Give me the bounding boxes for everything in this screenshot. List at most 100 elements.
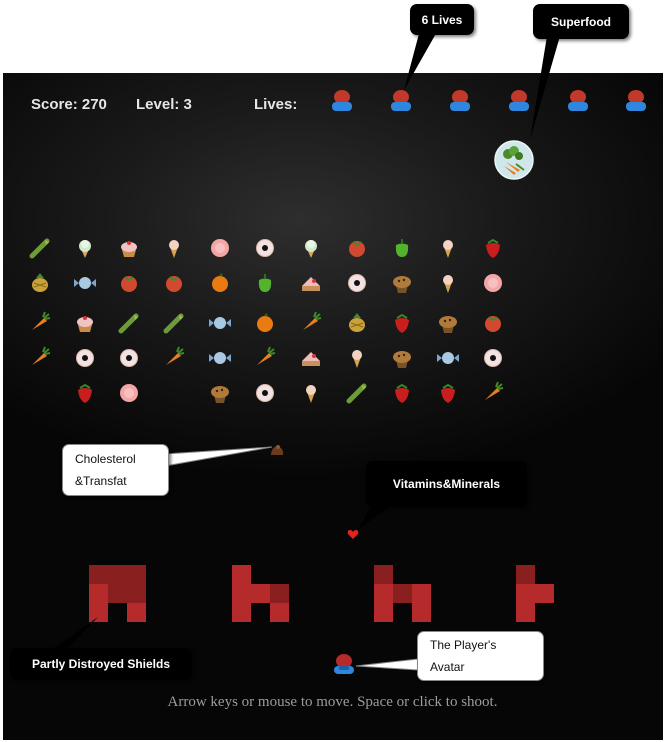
level-label: Level: 3: [136, 96, 192, 113]
score-label: Score: 270: [31, 96, 107, 113]
life-icon: [565, 88, 591, 114]
life-icon: [388, 88, 414, 114]
shield-block: [270, 603, 289, 622]
shield-block: [412, 584, 431, 603]
shield-block: [516, 584, 535, 603]
enemy-pineapple: [29, 272, 51, 294]
enemy-pepper: [391, 237, 413, 259]
enemy-cake: [300, 347, 322, 369]
enemy-asparagus: [29, 237, 51, 259]
vitamins-callout-label: Vitamins&Minerals: [366, 461, 527, 507]
superfood-callout-label: Superfood: [533, 4, 629, 39]
life-icon: [447, 88, 473, 114]
enemy-cupcake: [74, 312, 96, 334]
enemy-strawberry: [482, 237, 504, 259]
enemy-candy: [209, 347, 231, 369]
enemy-cone: [300, 382, 322, 404]
enemy-bun: [482, 272, 504, 294]
enemy-carrot: [29, 311, 51, 334]
life-icon: [506, 88, 532, 114]
shield-block: [251, 584, 270, 603]
shield-block: [127, 603, 146, 622]
enemy-strawberry: [391, 312, 413, 334]
enemy-donut: [482, 347, 504, 369]
shield-block: [89, 584, 108, 603]
enemy-cone: [437, 272, 459, 294]
player-callout-line2: Avatar: [430, 660, 465, 674]
enemy-asparagus: [163, 312, 185, 334]
enemy-tomato: [346, 237, 368, 259]
enemy-icecream: [74, 237, 96, 259]
lives-label: Lives:: [254, 96, 298, 113]
shield-block: [412, 603, 431, 622]
enemy-orange: [254, 312, 276, 334]
cholesterol-callout-line1: Cholesterol: [75, 452, 136, 466]
enemy-muffin: [391, 347, 413, 369]
cholesterol-callout-box: Cholesterol &Transfat: [62, 444, 169, 496]
shield-block: [232, 603, 251, 622]
lives-callout-label: 6 Lives: [410, 4, 474, 35]
enemy-pineapple: [346, 312, 368, 334]
enemy-carrot: [254, 346, 276, 369]
enemy-cupcake: [118, 237, 140, 259]
enemy-bun: [209, 237, 231, 259]
shield-block: [232, 584, 251, 603]
enemy-carrot: [163, 346, 185, 369]
enemy-icecream: [300, 237, 322, 259]
cholesterol-projectile: [270, 443, 284, 455]
enemy-donut: [254, 382, 276, 404]
enemy-cone: [163, 237, 185, 259]
enemy-donut: [346, 272, 368, 294]
shield-block: [89, 603, 108, 622]
enemy-orange: [209, 272, 231, 294]
enemy-tomato: [118, 272, 140, 294]
player-callout-box: The Player's Avatar: [417, 631, 544, 681]
shield-block: [393, 584, 412, 603]
enemy-donut: [74, 347, 96, 369]
shield-block: [127, 584, 146, 603]
shield-block: [270, 584, 289, 603]
cholesterol-callout-line2: &Transfat: [75, 474, 127, 488]
shield-block: [516, 603, 535, 622]
enemy-candy: [437, 347, 459, 369]
player-callout-line1: The Player's: [430, 638, 497, 652]
shield-block: [535, 584, 554, 603]
enemy-cone: [346, 347, 368, 369]
game-canvas[interactable]: [3, 73, 663, 740]
shields-callout-label: Partly Distroyed Shields: [10, 648, 192, 680]
enemy-carrot: [29, 346, 51, 369]
enemy-bun: [118, 382, 140, 404]
enemy-muffin: [391, 272, 413, 294]
shield-block: [374, 603, 393, 622]
enemy-candy: [209, 312, 231, 334]
enemy-carrot: [482, 381, 504, 404]
life-icon: [329, 88, 355, 114]
enemy-carrot: [300, 311, 322, 334]
enemy-muffin: [437, 312, 459, 334]
enemy-asparagus: [118, 312, 140, 334]
enemy-candy: [74, 272, 96, 294]
shield-block: [89, 565, 108, 584]
shield-block: [374, 565, 393, 584]
enemy-strawberry: [74, 382, 96, 404]
vitamins-heart-pickup: [347, 527, 359, 539]
enemy-strawberry: [437, 382, 459, 404]
shield-block: [127, 565, 146, 584]
enemy-strawberry: [391, 382, 413, 404]
enemy-asparagus: [346, 382, 368, 404]
superfood-sprite: [494, 140, 534, 180]
enemy-muffin: [209, 382, 231, 404]
shield-block: [108, 565, 127, 584]
enemy-cone: [437, 237, 459, 259]
shield-block: [374, 584, 393, 603]
enemy-cake: [300, 272, 322, 294]
enemy-donut: [118, 347, 140, 369]
life-icon: [623, 88, 649, 114]
shield-block: [516, 565, 535, 584]
shield-block: [232, 565, 251, 584]
shield-block: [108, 584, 127, 603]
enemy-pepper: [254, 272, 276, 294]
enemy-donut: [254, 237, 276, 259]
instructions-text: Arrow keys or mouse to move. Space or cl…: [167, 694, 498, 710]
enemy-tomato: [163, 272, 185, 294]
